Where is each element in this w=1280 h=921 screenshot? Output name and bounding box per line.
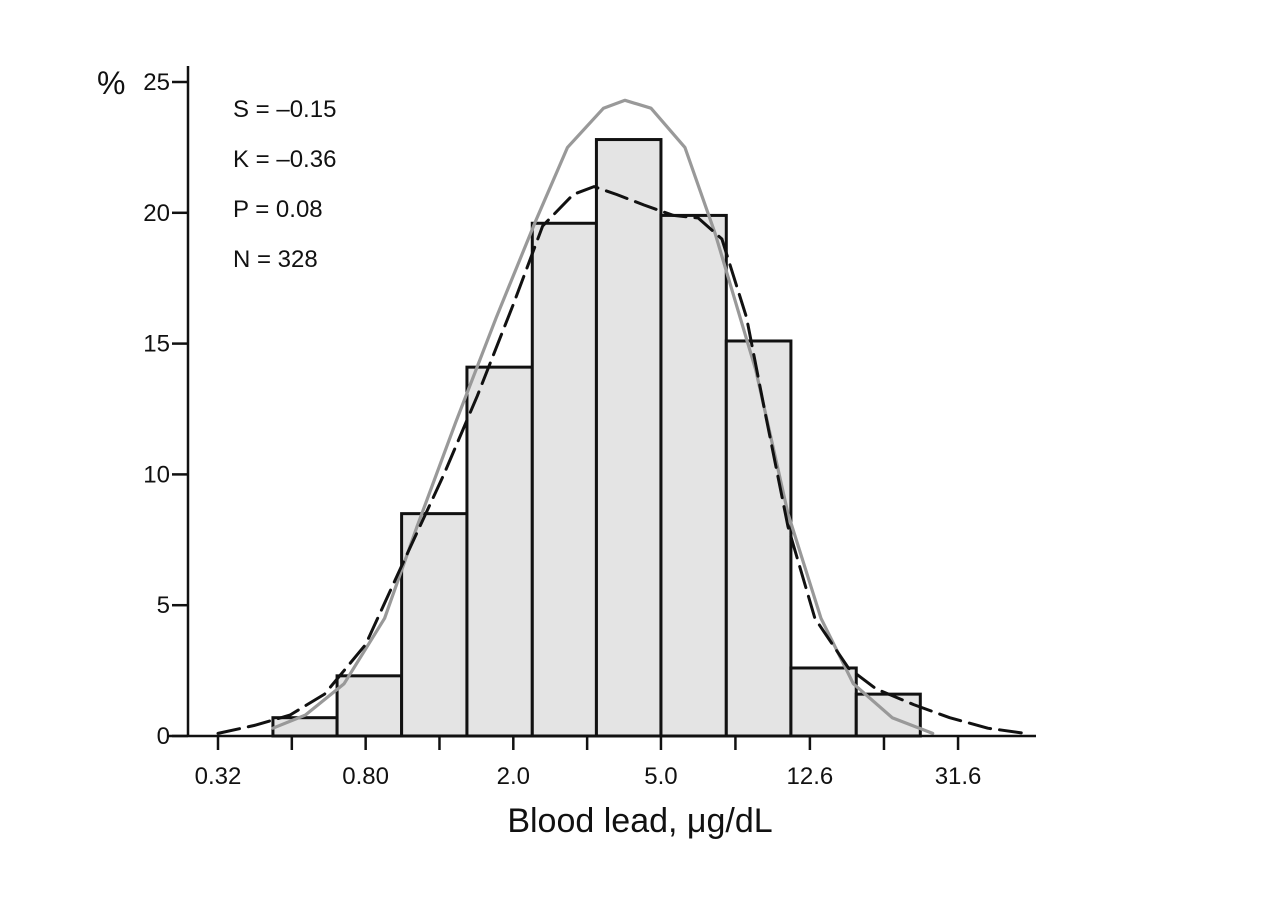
x-axis-label: Blood lead, μg/dL	[507, 802, 772, 840]
dashed-density-curve	[216, 185, 1027, 735]
x-tick-label: 0.80	[342, 763, 389, 790]
stat-annotation: P = 0.08	[233, 196, 323, 223]
stats-annotations: S = –0.15 K = –0.36 P = 0.08 N = 328	[233, 96, 336, 273]
y-tick-label: 20	[143, 200, 170, 227]
x-tick-label: 12.6	[787, 763, 834, 790]
histogram-bar	[400, 512, 469, 738]
tick-labels: 0 5 10 15 20 25 0.32 0.80 2.0 5.0 12.6 31.6	[143, 69, 981, 790]
y-tick-label: 15	[143, 331, 170, 358]
y-tick-label: 5	[157, 592, 170, 619]
histogram-bars	[271, 138, 922, 738]
x-tick-label: 5.0	[644, 763, 677, 790]
histogram-bar	[465, 365, 534, 738]
histogram-bar	[724, 339, 793, 738]
x-tick-label: 31.6	[935, 763, 982, 790]
y-tick-label: 0	[157, 723, 170, 750]
stat-annotation: N = 328	[233, 246, 318, 273]
x-tick-label: 2.0	[497, 763, 530, 790]
histogram-bar	[594, 138, 663, 738]
y-tick-label: 10	[143, 461, 170, 488]
histogram-bar	[659, 213, 728, 738]
histogram-bar	[789, 666, 858, 738]
histogram-bar	[335, 674, 404, 738]
stat-annotation: K = –0.36	[233, 146, 336, 173]
histogram-bar	[271, 716, 339, 738]
stat-annotation: S = –0.15	[233, 96, 336, 123]
y-tick-label: 25	[143, 69, 170, 96]
histogram-bar	[530, 221, 598, 738]
y-axis-label: %	[97, 65, 125, 101]
fitted-curves	[216, 98, 1027, 735]
x-tick-label: 0.32	[195, 763, 242, 790]
axes	[168, 66, 1036, 750]
normal-fit-curve	[271, 98, 935, 735]
